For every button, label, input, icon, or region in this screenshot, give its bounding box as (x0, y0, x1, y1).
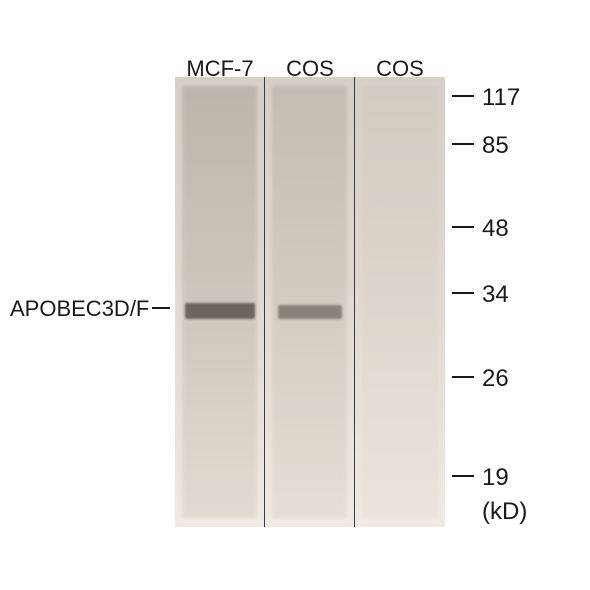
protein-band (278, 305, 343, 319)
lane-label: COS (376, 56, 424, 82)
protein-label-text: APOBEC3D/F (10, 296, 149, 321)
lane-label: MCF-7 (186, 56, 253, 82)
mw-marker-label: 48 (482, 215, 509, 243)
protein-label: APOBEC3D/F (10, 296, 148, 322)
mw-marker-tick (452, 292, 474, 294)
mw-marker-label: 19 (482, 464, 509, 492)
mw-marker-label: 34 (482, 281, 509, 309)
mw-unit-label: (kD) (482, 498, 527, 526)
mw-marker-label: 85 (482, 132, 509, 160)
protein-band (185, 303, 255, 319)
blot-lane (265, 77, 355, 527)
mw-marker-tick (452, 226, 474, 228)
mw-marker-label: 26 (482, 365, 509, 393)
blot-lane (355, 77, 445, 527)
blot-region (175, 77, 445, 527)
mw-marker-tick (452, 95, 474, 97)
mw-marker-label: 117 (482, 84, 520, 112)
lane-smear (182, 86, 257, 518)
lane-smear (272, 86, 347, 518)
lane-label: COS (286, 56, 334, 82)
blot-lane (175, 77, 265, 527)
lane-smear (362, 86, 438, 518)
protein-label-dash (152, 307, 170, 309)
mw-marker-tick (452, 475, 474, 477)
mw-unit-text: (kD) (482, 498, 527, 525)
mw-marker-tick (452, 376, 474, 378)
mw-marker-tick (452, 143, 474, 145)
